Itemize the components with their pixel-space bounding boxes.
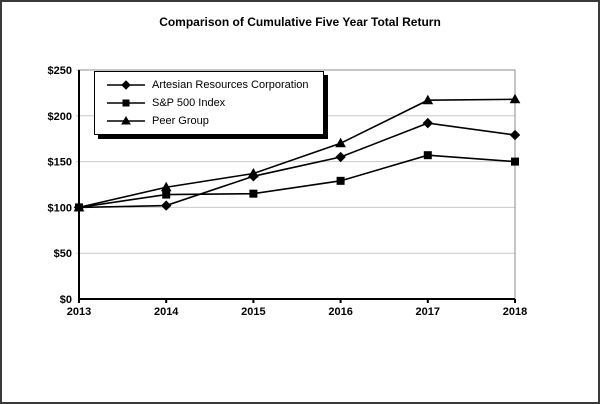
y-axis-label: $50 [54, 248, 72, 260]
chart-title: Comparison of Cumulative Five Year Total… [159, 15, 441, 29]
y-axis-label: $250 [48, 65, 72, 77]
data-point-s-p-500-index [511, 157, 519, 166]
x-axis-label: 2018 [503, 306, 527, 318]
y-axis-label: $200 [48, 111, 72, 123]
legend-item: S&P 500 Index [107, 95, 321, 111]
x-axis-label: 2014 [154, 306, 179, 318]
data-point-peer-group [509, 93, 521, 104]
data-point-s-p-500-index [162, 190, 171, 199]
data-point-peer-group [335, 137, 346, 148]
legend-marker [121, 116, 131, 125]
legend-label: Peer Group [152, 115, 209, 127]
y-axis-label: $100 [48, 202, 72, 214]
triangle-marker-icon [107, 116, 145, 125]
data-point-peer-group [73, 201, 85, 212]
data-point-artesian-resources-corporation [160, 200, 172, 211]
data-point-peer-group [160, 181, 172, 192]
data-point-s-p-500-index [336, 176, 345, 185]
data-point-peer-group [248, 167, 259, 178]
diamond-marker-icon [107, 80, 145, 90]
series-line-s-p-500-index [78, 154, 516, 209]
legend-marker [122, 99, 130, 107]
data-point-artesian-resources-corporation [335, 151, 346, 163]
x-axis-label: 2013 [67, 306, 91, 318]
legend-marker [121, 80, 131, 90]
series-line-peer-group [78, 98, 516, 209]
y-axis-label: $0 [60, 294, 72, 306]
x-axis-label: 2016 [328, 306, 352, 318]
data-point-peer-group [422, 94, 434, 105]
series-line-artesian-resources-corporation [78, 122, 516, 209]
data-point-artesian-resources-corporation [422, 117, 434, 129]
legend-item: Peer Group [107, 113, 321, 129]
chart-legend: Artesian Resources Corporation S&P 500 I… [94, 71, 324, 135]
x-axis-label: 2017 [416, 306, 440, 318]
data-point-artesian-resources-corporation [509, 129, 521, 141]
x-axis-label: 2015 [241, 306, 265, 318]
legend-item: Artesian Resources Corporation [107, 77, 321, 93]
y-axis-label: $150 [48, 157, 72, 169]
square-marker-icon [107, 99, 145, 107]
legend-label: Artesian Resources Corporation [152, 79, 309, 91]
data-point-s-p-500-index [249, 189, 258, 198]
data-point-s-p-500-index [423, 151, 432, 160]
legend-label: S&P 500 Index [152, 97, 226, 109]
